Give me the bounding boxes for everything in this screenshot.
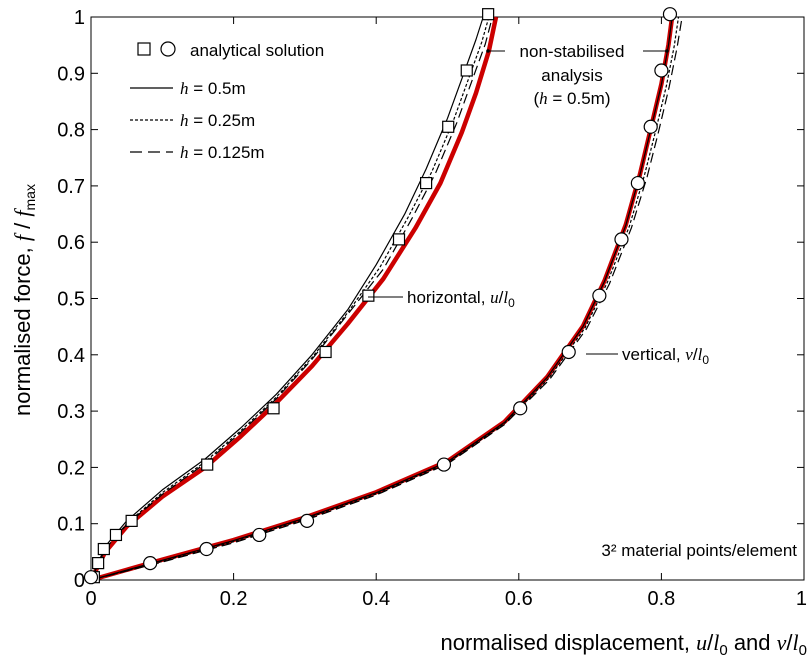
y-tick-label: 0.4: [57, 345, 85, 367]
analytical-square-marker: [442, 120, 455, 133]
y-tick-label: 0.7: [57, 176, 85, 198]
annotation-nonstab-line2: analysis: [541, 66, 602, 85]
legend-label-analytical: analytical solution: [190, 41, 324, 60]
legend-label-h3: h = 0.125m: [180, 143, 265, 162]
annotation-material-points: 3² material points/element: [601, 541, 797, 560]
x-tick-label: 0.4: [362, 588, 390, 610]
analytical-circle-marker: [143, 556, 158, 571]
y-tick-label: 0.5: [57, 289, 85, 311]
x-tick-label: 0.6: [505, 588, 533, 610]
analytical-square-marker: [420, 176, 433, 190]
x-tick-label: 0.8: [647, 588, 675, 610]
analytical-square-marker: [92, 557, 105, 570]
x-tick-label: 0: [85, 588, 96, 610]
annotation-nonstab-dot-left: [486, 49, 490, 53]
series-line-vertical-dashed: [90, 16, 683, 581]
analytical-circle-marker: [199, 541, 214, 557]
analytical-square-marker: [319, 345, 332, 359]
analytical-circle-marker: [252, 527, 267, 543]
x-tick-label: 0.2: [220, 588, 248, 610]
legend-circle-marker: [160, 41, 176, 57]
y-tick-label: 0.6: [57, 232, 85, 254]
analytical-square-marker: [362, 289, 375, 302]
series-line-horizontal-solid: [90, 16, 484, 581]
analytical-square-marker: [97, 542, 110, 556]
series-line-vertical-dotted: [90, 16, 680, 581]
legend-square-marker: [137, 42, 151, 56]
analytical-square-marker: [460, 64, 473, 77]
annotation-horizontal: horizontal, u/l0: [407, 288, 515, 310]
annotation-nonstab-line3: (h = 0.5m): [533, 89, 610, 108]
y-tick-label: 0: [74, 570, 85, 592]
annotation-vertical: vertical, v/l0: [622, 345, 709, 367]
analytical-square-marker: [125, 514, 138, 527]
series-line-horizontal-red: [88, 16, 499, 582]
y-tick-label: 0.8: [57, 120, 85, 142]
y-tick-label: 0.9: [57, 63, 85, 85]
analytical-circle-marker: [83, 570, 99, 585]
annotation-nonstab-line1: non-stabilised: [520, 42, 625, 61]
analytical-circle-marker: [299, 513, 315, 528]
annotations: non-stabilised analysis (h = 0.5m) horiz…: [368, 42, 797, 560]
analytical-square-marker: [267, 402, 280, 415]
legend: analytical solution h = 0.5m h = 0.25m h…: [130, 41, 324, 162]
x-axis-label: normalised displacement, u/l0 and v/l0: [441, 630, 807, 659]
analytical-circle-marker: [643, 119, 658, 134]
analytical-circle-marker: [662, 7, 678, 22]
analytical-square-marker: [392, 233, 406, 246]
analytical-markers: [83, 7, 678, 585]
axis-ticks: 0 0.2 0.4 0.6 0.8 1 0 0.1 0.2 0.3 0.4 0.5 0.6 0.7 0.8 0…: [57, 7, 807, 610]
y-tick-label: 0.1: [57, 514, 85, 536]
legend-label-h1: h = 0.5m: [180, 79, 246, 98]
analytical-circle-marker: [592, 288, 607, 303]
annotation-nonstab-dot-right: [665, 49, 669, 53]
analytical-square-marker: [482, 8, 495, 21]
analytical-square-marker: [201, 458, 214, 471]
analytical-circle-marker: [654, 63, 669, 78]
legend-label-h2: h = 0.25m: [180, 111, 255, 130]
x-tick-label: 1: [796, 588, 807, 610]
y-tick-label: 0.2: [57, 457, 85, 479]
analytical-circle-marker: [630, 175, 645, 191]
analytical-circle-marker: [513, 401, 528, 416]
series-line-horizontal-dashed: [90, 16, 493, 581]
series-line-horizontal-dotted: [90, 16, 490, 581]
analytical-square-marker: [109, 528, 123, 542]
analytical-circle-marker: [614, 232, 629, 247]
y-axis-label: normalised force, f / fmax: [10, 184, 38, 416]
y-tick-label: 1: [74, 7, 85, 29]
analytical-circle-marker: [436, 457, 452, 472]
y-tick-label: 0.3: [57, 401, 85, 423]
analytical-circle-marker: [561, 344, 576, 360]
